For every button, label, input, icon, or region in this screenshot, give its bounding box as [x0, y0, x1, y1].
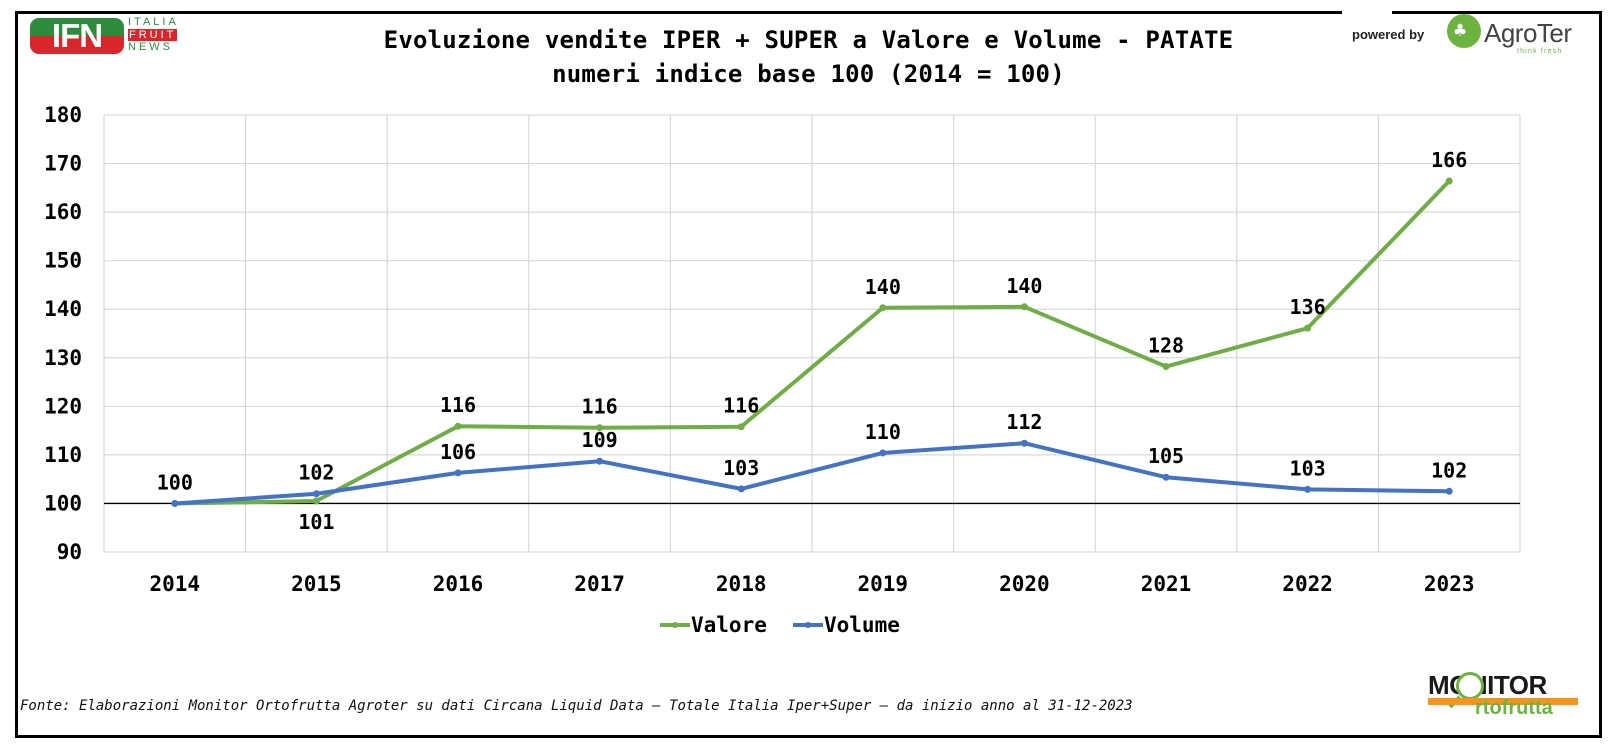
monitor-ortofrutta-logo: MONITOR rtofrutta [1428, 670, 1588, 730]
data-point-volume [879, 449, 887, 457]
x-tick-label: 2021 [1141, 572, 1192, 596]
data-point-valore [312, 497, 320, 505]
y-tick-label: 140 [44, 297, 82, 321]
x-tick-label: 2014 [150, 572, 201, 596]
x-tick-label: 2015 [291, 572, 342, 596]
data-point-volume [1304, 485, 1312, 493]
x-tick-label: 2018 [716, 572, 767, 596]
data-point-valore [1304, 324, 1312, 332]
y-tick-label: 150 [44, 249, 82, 273]
grid-lines [103, 114, 1521, 553]
data-point-valore [1162, 363, 1170, 371]
agroter-logo: ♣ AgroTer think fresh [1447, 14, 1597, 55]
data-label-volume: 112 [1006, 410, 1042, 434]
tree-icon: ♣ [1447, 14, 1481, 48]
data-point-volume [596, 457, 604, 465]
data-label-volume: 102 [1431, 458, 1467, 482]
data-point-volume [1020, 439, 1028, 447]
data-label-valore: 140 [865, 275, 901, 299]
x-tick-label: 2022 [1282, 572, 1333, 596]
data-point-valore [1445, 177, 1453, 185]
data-point-volume [312, 490, 320, 498]
chart-title: Evoluzione vendite IPER + SUPER a Valore… [383, 26, 1234, 54]
data-point-volume [1445, 487, 1453, 495]
data-point-volume [737, 485, 745, 493]
y-axis-ticks: 90 100 110 120 130 140 150 160 170 180 [44, 103, 82, 564]
magnifier-icon [1456, 672, 1484, 700]
x-tick-label: 2016 [433, 572, 484, 596]
data-point-volume [1162, 473, 1170, 481]
data-label-valore: 128 [1148, 334, 1184, 358]
y-tick-label: 170 [44, 152, 82, 176]
data-label-valore: 116 [440, 393, 476, 417]
data-point-volume [454, 469, 462, 477]
data-labels: 101 116 116 116 140 140 128 136 166 100 102 106 109 1… [157, 148, 1468, 534]
data-label-volume: 103 [723, 456, 759, 480]
data-label-volume: 103 [1290, 456, 1326, 480]
chart-subtitle: numeri indice base 100 (2014 = 100) [552, 60, 1065, 88]
y-tick-label: 160 [44, 200, 82, 224]
series-lines [171, 177, 1453, 507]
legend-label: Volume [824, 613, 900, 637]
x-tick-label: 2023 [1424, 572, 1475, 596]
chart-frame [15, 11, 1602, 738]
data-label-volume: 105 [1148, 444, 1184, 468]
ifn-logo-text: ITALIA FRUIT NEWS [128, 16, 179, 53]
legend-label: Valore [691, 613, 767, 637]
y-tick-label: 130 [44, 346, 82, 370]
y-tick-label: 90 [57, 540, 82, 564]
y-tick-label: 110 [44, 443, 82, 467]
powered-by-label: powered by [1352, 27, 1425, 42]
series-line-volume [174, 441, 1450, 506]
y-tick-label: 100 [44, 491, 82, 515]
data-label-volume: 110 [865, 420, 901, 444]
x-tick-label: 2017 [574, 572, 625, 596]
ifn-logo-mark: IFN [30, 18, 124, 54]
source-note: Fonte: Elaborazioni Monitor Ortofrutta A… [20, 698, 1133, 714]
series-line-valore [174, 179, 1451, 506]
data-label-valore: 116 [723, 394, 759, 418]
data-point-valore [879, 304, 887, 312]
x-axis-ticks: 2014 2015 2016 2017 2018 2019 2020 2021 2022 2023 [150, 572, 1475, 596]
data-point-valore [737, 423, 745, 431]
data-label-volume: 100 [157, 470, 193, 494]
y-tick-label: 180 [44, 103, 82, 127]
data-label-volume: 109 [582, 428, 618, 452]
data-label-valore: 101 [298, 510, 334, 534]
legend-marker [672, 622, 678, 628]
ifn-logo: IFN ITALIA FRUIT NEWS [30, 16, 190, 56]
data-point-valore [1020, 303, 1028, 311]
x-tick-label: 2019 [858, 572, 909, 596]
data-label-valore: 116 [582, 395, 618, 419]
data-label-volume: 102 [298, 461, 334, 485]
data-label-volume: 106 [440, 440, 476, 464]
data-point-valore [596, 424, 604, 432]
y-tick-label: 120 [44, 394, 82, 418]
data-point-valore [454, 422, 462, 430]
data-label-valore: 140 [1006, 274, 1042, 298]
data-label-valore: 166 [1431, 148, 1467, 172]
legend-marker [805, 622, 811, 628]
data-label-valore: 136 [1290, 295, 1326, 319]
data-point-volume [171, 499, 179, 507]
legend: Valore Volume [660, 613, 900, 637]
x-tick-label: 2020 [999, 572, 1050, 596]
